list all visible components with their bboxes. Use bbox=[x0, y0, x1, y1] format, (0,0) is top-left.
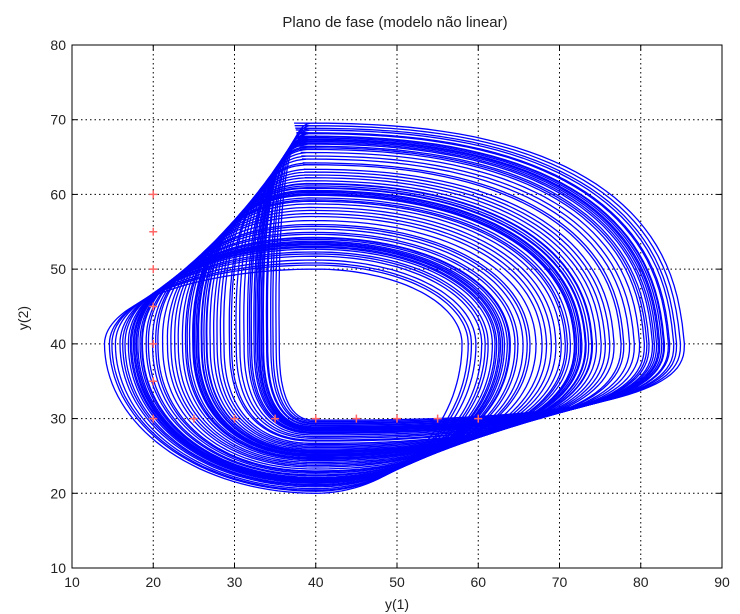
y-tick-label: 60 bbox=[50, 186, 66, 202]
initial-point-marker bbox=[149, 377, 158, 386]
trajectory-line bbox=[235, 158, 631, 439]
trajectory-line bbox=[243, 151, 641, 436]
y-tick-label: 30 bbox=[50, 411, 66, 427]
x-axis-label: y(1) bbox=[385, 596, 409, 612]
initial-point-marker bbox=[189, 414, 198, 423]
initial-point-marker bbox=[149, 227, 158, 236]
x-tick-label: 80 bbox=[633, 574, 649, 590]
initial-point-marker bbox=[271, 414, 280, 423]
trajectory-line bbox=[262, 135, 666, 428]
trajectory-line bbox=[230, 162, 625, 441]
initial-point-marker bbox=[149, 265, 158, 274]
trajectory-line bbox=[275, 125, 682, 423]
y-tick-label: 50 bbox=[50, 261, 66, 277]
initial-point-marker bbox=[230, 414, 239, 423]
initial-point-marker bbox=[433, 414, 442, 423]
trajectory-line bbox=[239, 155, 635, 438]
trajectory-line bbox=[219, 171, 611, 446]
initial-point-marker bbox=[474, 414, 483, 423]
y-tick-label: 40 bbox=[50, 336, 66, 352]
initial-point-marker bbox=[149, 414, 158, 423]
y-tick-label: 80 bbox=[50, 37, 66, 53]
x-tick-label: 40 bbox=[308, 574, 324, 590]
x-tick-label: 60 bbox=[470, 574, 486, 590]
initial-point-marker bbox=[149, 190, 158, 199]
trajectory-line bbox=[216, 174, 607, 447]
initial-point-marker bbox=[149, 339, 158, 348]
y-tick-label: 70 bbox=[50, 112, 66, 128]
initial-point-marker bbox=[352, 414, 361, 423]
trajectory-line bbox=[272, 127, 678, 424]
y-axis-label: y(2) bbox=[15, 306, 31, 330]
y-tick-label: 20 bbox=[50, 485, 66, 501]
trajectory-line bbox=[278, 122, 686, 421]
x-tick-label: 90 bbox=[714, 574, 730, 590]
trajectory-line bbox=[209, 180, 598, 450]
initial-point-marker bbox=[311, 414, 320, 423]
initial-point-marker bbox=[393, 414, 401, 423]
x-tick-label: 10 bbox=[64, 574, 80, 590]
x-axis-ticks: 10 20 30 40 50 60 70 80 90 bbox=[64, 45, 730, 590]
y-axis-ticks: 10 20 30 40 50 60 70 80 bbox=[50, 37, 722, 576]
x-tick-label: 50 bbox=[389, 574, 405, 590]
x-tick-label: 30 bbox=[227, 574, 243, 590]
chart-title: Plano de fase (modelo não linear) bbox=[282, 14, 507, 31]
initial-point-markers bbox=[149, 190, 483, 423]
trajectory-line bbox=[266, 132, 671, 426]
trajectory-group bbox=[103, 122, 686, 494]
y-tick-label: 10 bbox=[50, 560, 66, 576]
x-tick-label: 20 bbox=[145, 574, 161, 590]
x-tick-label: 70 bbox=[552, 574, 568, 590]
trajectory-line bbox=[223, 168, 615, 444]
initial-point-marker bbox=[149, 302, 158, 311]
